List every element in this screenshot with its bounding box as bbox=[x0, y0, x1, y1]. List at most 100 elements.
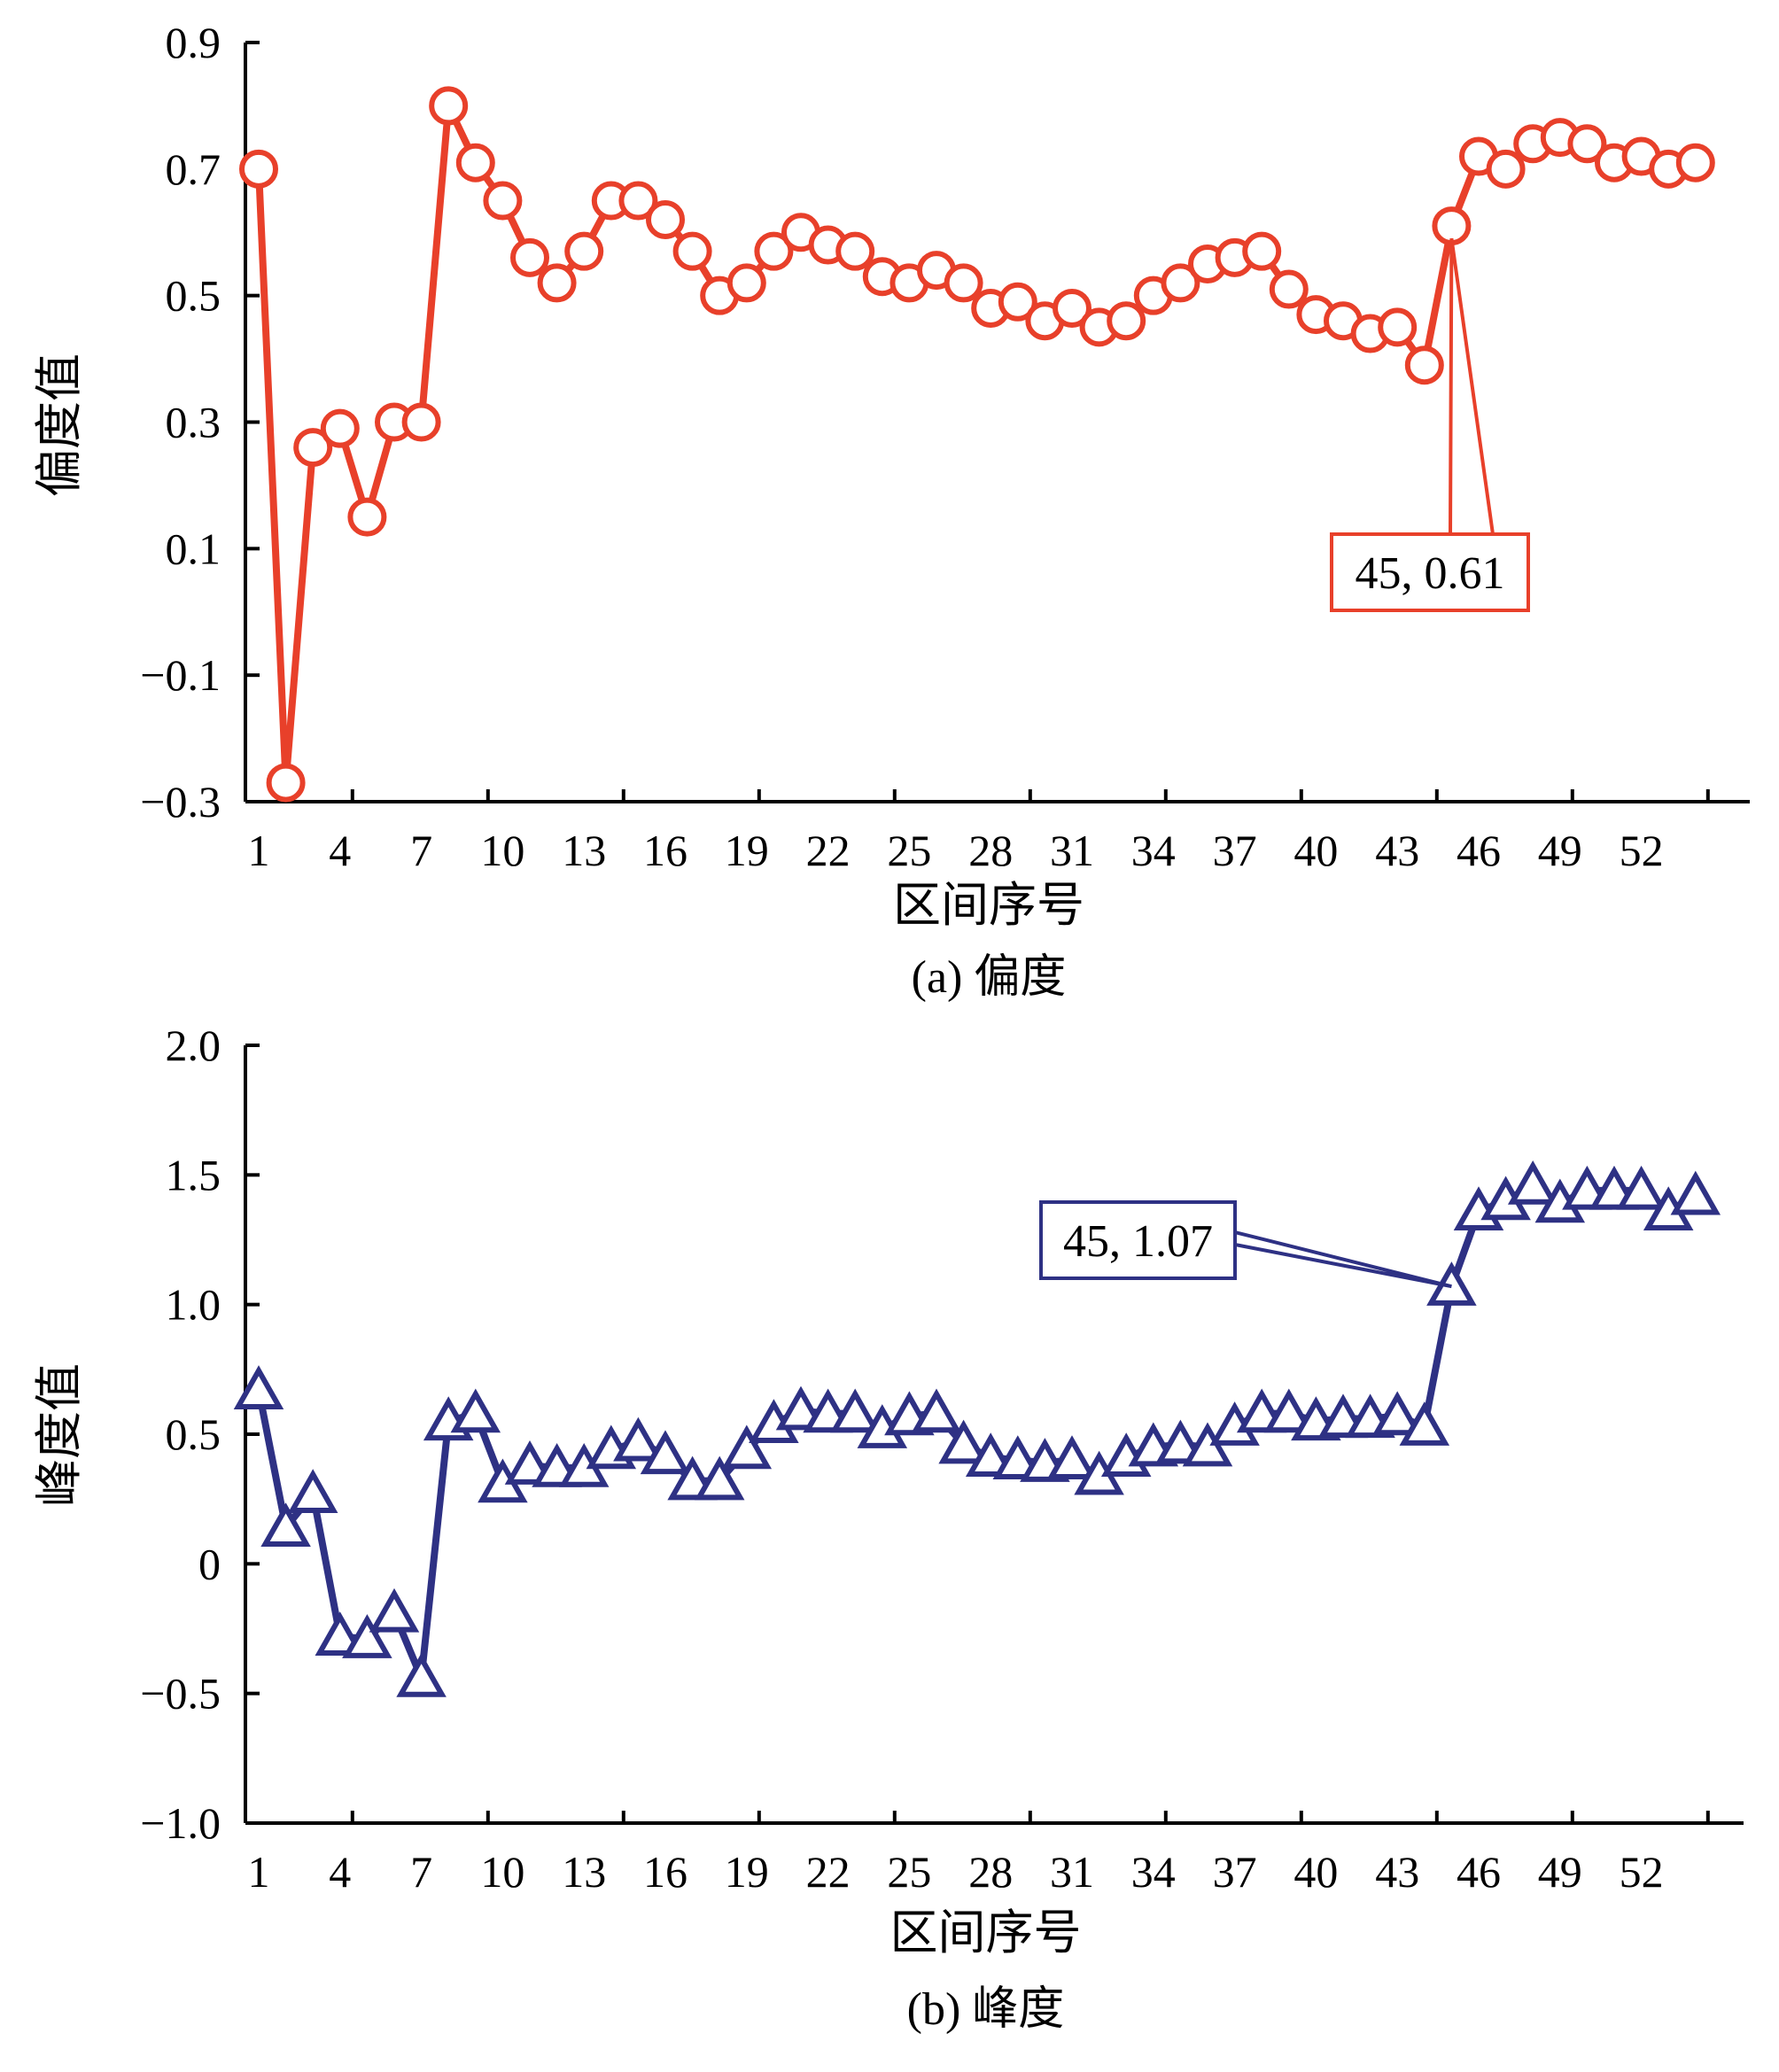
skewness-point bbox=[944, 263, 983, 303]
skewness-point bbox=[1242, 231, 1282, 271]
kurtosis-callout-text: 45, 1.07 bbox=[1063, 1216, 1213, 1267]
skewness-x-tick-label: 46 bbox=[1457, 826, 1501, 875]
kurtosis-point bbox=[829, 1388, 881, 1433]
kurtosis-x-tick-label: 13 bbox=[562, 1847, 606, 1897]
skewness-x-tick-label: 1 bbox=[248, 826, 270, 875]
skewness-point bbox=[510, 237, 549, 277]
kurtosis-point bbox=[342, 1614, 392, 1658]
skewness-point bbox=[483, 181, 523, 221]
skewness-y-tick-label: −0.1 bbox=[140, 650, 221, 700]
skewness-point bbox=[1486, 149, 1526, 189]
skewness-x-tick-label: 34 bbox=[1131, 826, 1176, 875]
kurtosis-y-tick-label: 1.5 bbox=[166, 1150, 221, 1199]
skewness-point bbox=[1378, 307, 1418, 347]
kurtosis-point bbox=[1507, 1160, 1558, 1205]
skewness-x-tick-label: 31 bbox=[1050, 826, 1094, 875]
kurtosis-y-tick-label: 1.0 bbox=[166, 1280, 221, 1330]
skewness-point bbox=[429, 86, 469, 126]
skewness-x-tick-label: 28 bbox=[968, 826, 1013, 875]
skewness-chart: −0.3 −0.1 0.1 0.3 0.5 0.7 0.9 1 4 7 10 13 16 19 22 25 28… bbox=[33, 18, 1750, 1003]
kurtosis-x-tick-label: 34 bbox=[1131, 1847, 1176, 1897]
kurtosis-point bbox=[1263, 1388, 1315, 1433]
kurtosis-series bbox=[233, 1160, 1721, 1697]
kurtosis-x-tick-label: 40 bbox=[1293, 1847, 1338, 1897]
kurtosis-callout-box bbox=[1039, 1200, 1237, 1280]
skewness-point bbox=[618, 181, 658, 221]
skewness-x-tick-label: 10 bbox=[480, 826, 524, 875]
skewness-point bbox=[1567, 124, 1607, 164]
kurtosis-x-tick-label: 46 bbox=[1457, 1847, 1501, 1897]
skewness-point bbox=[347, 497, 387, 537]
kurtosis-point bbox=[450, 1388, 501, 1433]
kurtosis-callout: 45, 1.07 bbox=[1039, 1200, 1452, 1289]
kurtosis-x-tick-label: 1 bbox=[248, 1847, 270, 1897]
skewness-point bbox=[998, 282, 1037, 322]
skewness-x-tick-label: 25 bbox=[887, 826, 931, 875]
kurtosis-x-tick-label: 25 bbox=[887, 1847, 931, 1897]
skewness-y-tick-label: 0.9 bbox=[166, 18, 221, 67]
skewness-point bbox=[537, 263, 577, 303]
kurtosis-y-tick-label: 0 bbox=[198, 1539, 221, 1588]
kurtosis-x-tick-label: 31 bbox=[1050, 1847, 1094, 1897]
skewness-y-tick-label: −0.3 bbox=[140, 777, 221, 826]
kurtosis-x-tick-label: 52 bbox=[1620, 1847, 1664, 1897]
kurtosis-point bbox=[260, 1502, 311, 1548]
kurtosis-y-tick-label: 0.5 bbox=[166, 1409, 221, 1459]
skewness-x-tick-label: 16 bbox=[643, 826, 688, 875]
kurtosis-point bbox=[721, 1424, 773, 1470]
kurtosis-x-tick-label: 4 bbox=[329, 1847, 351, 1897]
skewness-point bbox=[564, 231, 604, 271]
kurtosis-x-tick-label: 16 bbox=[643, 1847, 688, 1897]
skewness-x-tick-label: 13 bbox=[562, 826, 606, 875]
skewness-point bbox=[1675, 143, 1715, 182]
skewness-point bbox=[1432, 206, 1472, 246]
skewness-x-tick-label: 37 bbox=[1213, 826, 1257, 875]
kurtosis-x-tick-label: 49 bbox=[1538, 1847, 1582, 1897]
skewness-point bbox=[1107, 301, 1146, 341]
kurtosis-x-tick-label: 37 bbox=[1213, 1847, 1257, 1897]
skewness-axes: −0.3 −0.1 0.1 0.3 0.5 0.7 0.9 1 4 7 10 13 16 19 22 25 28… bbox=[140, 18, 1750, 875]
kurtosis-point bbox=[1371, 1391, 1423, 1436]
kurtosis-point bbox=[1670, 1170, 1721, 1215]
kurtosis-caption: (b) 峰度 bbox=[907, 1984, 1065, 2035]
skewness-y-tick-label: 0.5 bbox=[166, 271, 221, 321]
skewness-y-tick-label: 0.3 bbox=[166, 398, 221, 447]
skewness-point bbox=[1269, 269, 1309, 309]
kurtosis-point bbox=[1046, 1435, 1098, 1479]
skewness-callout: 45, 0.61 bbox=[1330, 237, 1530, 612]
skewness-callout-box bbox=[1330, 532, 1530, 612]
kurtosis-axes: −1.0 −0.5 0 0.5 1.0 1.5 2.0 1 4 7 10 13 16 19 22 25 28 31… bbox=[140, 1020, 1744, 1897]
skewness-y-axis-label: 偏度值 bbox=[33, 353, 86, 497]
skewness-caption: (a) 偏度 bbox=[912, 952, 1067, 1003]
kurtosis-point bbox=[938, 1419, 989, 1464]
skewness-point bbox=[266, 763, 306, 803]
skewness-point bbox=[455, 143, 495, 182]
kurtosis-point bbox=[287, 1469, 338, 1514]
kurtosis-point bbox=[640, 1430, 691, 1475]
skewness-x-tick-label: 52 bbox=[1620, 826, 1664, 875]
skewness-x-tick-label: 7 bbox=[410, 826, 432, 875]
skewness-point bbox=[239, 149, 278, 189]
kurtosis-x-axis-label: 区间序号 bbox=[890, 1906, 1082, 1959]
skewness-callout-leader bbox=[1449, 237, 1495, 535]
kurtosis-y-tick-label: −0.5 bbox=[140, 1669, 221, 1719]
kurtosis-point bbox=[1182, 1422, 1233, 1467]
kurtosis-x-tick-label: 28 bbox=[968, 1847, 1013, 1897]
kurtosis-y-tick-label: 2.0 bbox=[166, 1020, 221, 1070]
kurtosis-point bbox=[1616, 1165, 1666, 1210]
kurtosis-point bbox=[613, 1416, 664, 1462]
kurtosis-point bbox=[1399, 1401, 1450, 1446]
kurtosis-x-tick-label: 43 bbox=[1375, 1847, 1419, 1897]
skewness-point bbox=[835, 231, 875, 271]
skewness-x-axis-label: 区间序号 bbox=[893, 879, 1084, 932]
skewness-point bbox=[401, 402, 441, 442]
kurtosis-chart: −1.0 −0.5 0 0.5 1.0 1.5 2.0 1 4 7 10 13 16 19 22 25 28 31… bbox=[33, 1020, 1744, 2035]
kurtosis-y-axis-label: 峰度值 bbox=[33, 1363, 86, 1507]
skewness-point bbox=[293, 428, 333, 468]
skewness-point bbox=[726, 263, 766, 303]
skewness-point bbox=[1404, 345, 1444, 385]
skewness-callout-text: 45, 0.61 bbox=[1356, 548, 1505, 599]
skewness-point bbox=[1053, 288, 1091, 328]
kurtosis-x-tick-label: 7 bbox=[410, 1847, 432, 1897]
kurtosis-x-tick-label: 19 bbox=[725, 1847, 769, 1897]
